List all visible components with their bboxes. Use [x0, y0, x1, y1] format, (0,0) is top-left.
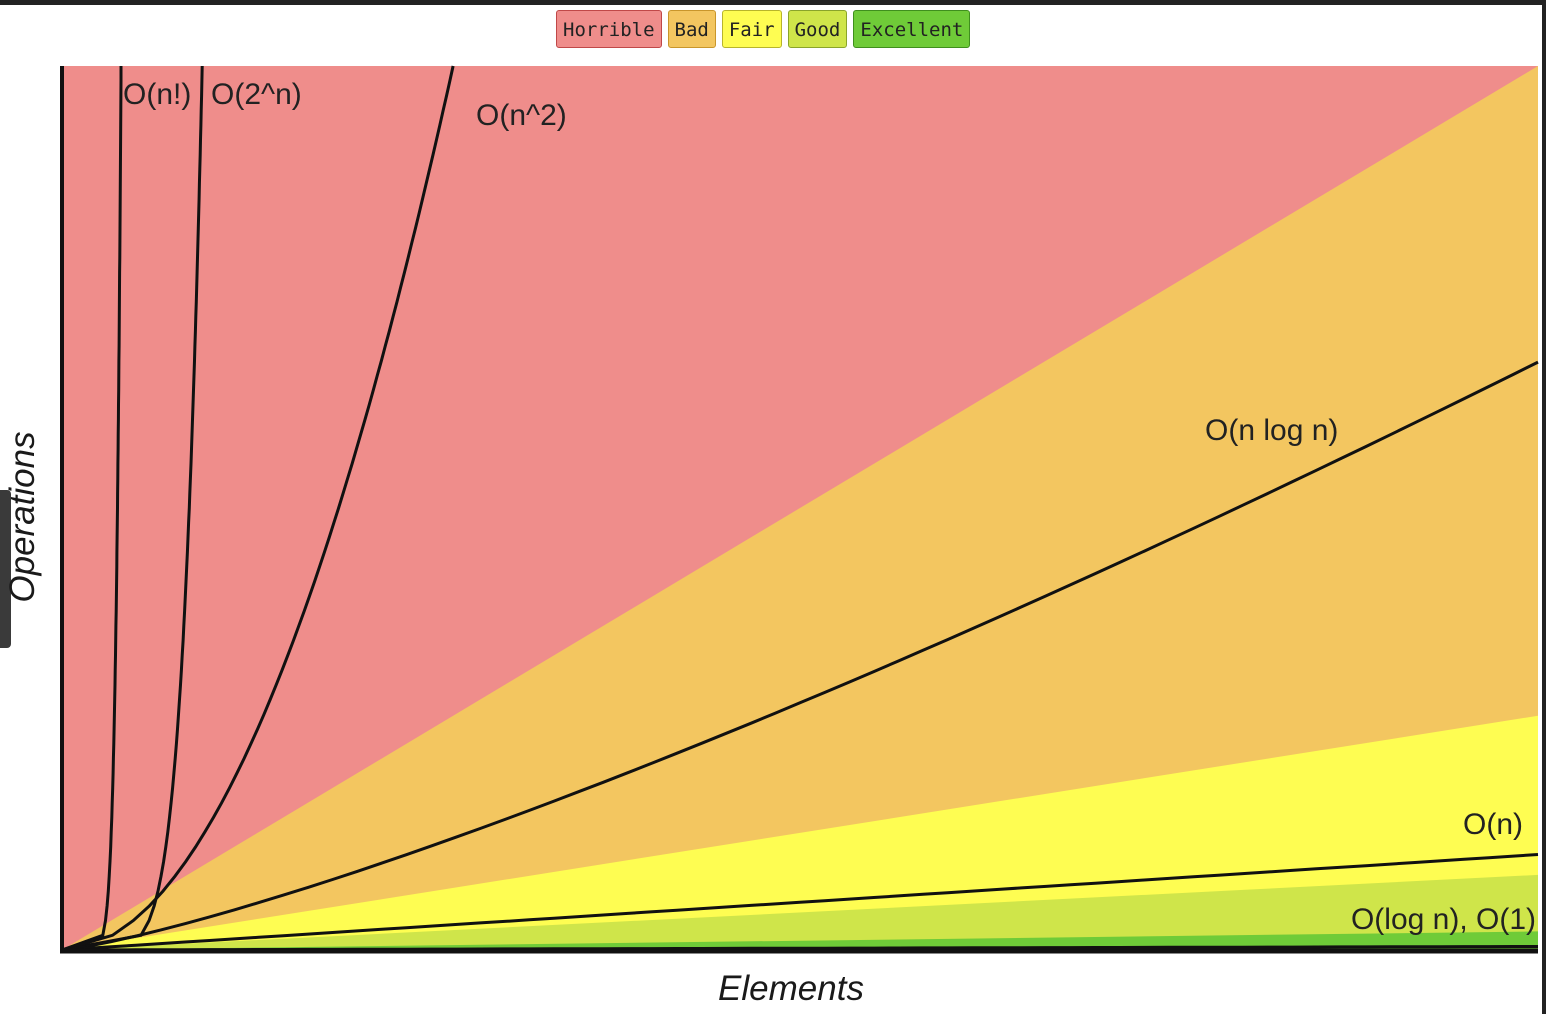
- legend-item-fair: Fair: [721, 10, 782, 48]
- curve-o-n-2: [61, 65, 455, 952]
- curve-label-o-n-log-n: O(n log n): [1205, 414, 1338, 447]
- legend-item-good: Good: [787, 10, 848, 48]
- legend-item-horrible: Horrible: [556, 10, 662, 48]
- curve-label-o-n: O(n): [1463, 808, 1523, 841]
- region-excellent: [62, 931, 1538, 950]
- curve-label-o-2-n: O(2^n): [211, 78, 302, 111]
- curve-label-o-log-n-o-1: O(log n), O(1): [1351, 903, 1536, 936]
- x-axis-label: Elements: [718, 969, 864, 1008]
- window-right-border: [1542, 0, 1546, 1014]
- curve-o-n-log-n: [61, 360, 1539, 952]
- y-axis-label: Operations: [3, 431, 42, 602]
- curve-o-n: [61, 66, 123, 952]
- curve-label-o-n-2: O(n^2): [476, 99, 567, 132]
- window-top-border: [0, 0, 1546, 5]
- region-bad: [62, 66, 1538, 950]
- curve-o-n: [61, 853, 1539, 952]
- side-tab-handle[interactable]: [0, 490, 11, 648]
- curve-label-o-n: O(n!): [123, 78, 191, 111]
- region-good: [62, 874, 1538, 950]
- complexity-regions: [62, 66, 1538, 950]
- region-fair: [62, 715, 1538, 950]
- legend-item-bad: Bad: [667, 10, 716, 48]
- chart-legend: Horrible Bad Fair Good Excellent: [556, 10, 971, 48]
- legend-item-excellent: Excellent: [853, 10, 971, 48]
- curve-labels: O(n!) O(2^n) O(n^2) O(n log n) O(n) O(log n),…: [123, 78, 1536, 936]
- curve-o-2-n: [61, 65, 204, 952]
